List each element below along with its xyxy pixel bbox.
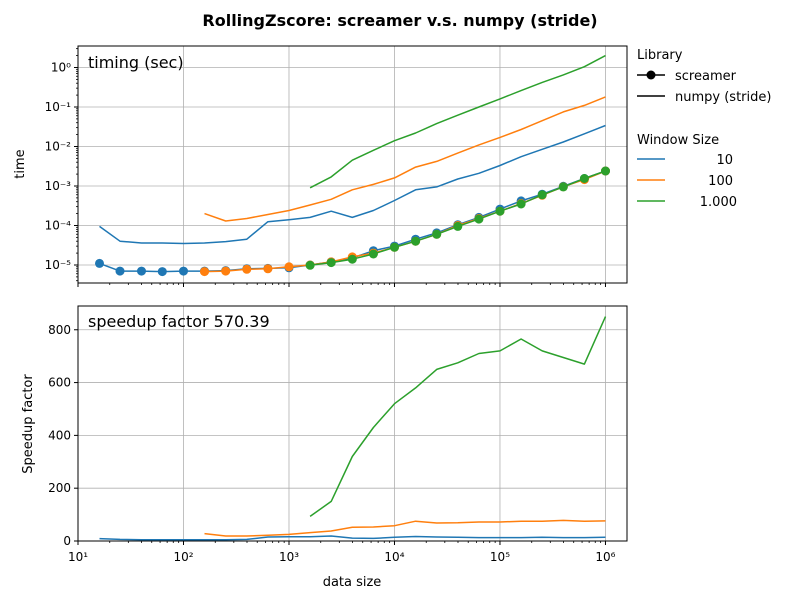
legend-window-title: Window Size <box>637 133 719 148</box>
data-point <box>157 267 167 277</box>
data-point <box>263 264 273 274</box>
figure-title: RollingZscore: screamer v.s. numpy (stri… <box>202 11 597 30</box>
timing-y-axis-label: time <box>13 149 28 178</box>
y-tick-label: 10⁻⁴ <box>45 218 72 232</box>
legend-window-10-label: 10 <box>716 153 733 168</box>
speedup-series <box>99 316 607 541</box>
x-tick-label: 10⁶ <box>595 550 615 564</box>
x-tick-label: 10⁵ <box>490 550 510 564</box>
speedup-ticks: 10¹ 10² 10³ 10⁴ 10⁵ 10⁶ 0 200 400 600 800 <box>48 323 616 564</box>
data-point <box>221 266 231 276</box>
timing-panel: 10⁻⁵ 10⁻⁴ 10⁻³ 10⁻² 10⁻¹ 10⁰ timing (sec) tim… <box>13 45 628 287</box>
legend-window-100-label: 100 <box>708 174 733 189</box>
y-tick-label: 400 <box>48 428 71 442</box>
y-tick-label: 0 <box>63 534 71 548</box>
series-line-numpy-stride--w100 <box>204 96 606 222</box>
y-tick-label: 10⁻¹ <box>45 100 72 114</box>
data-point <box>200 267 209 277</box>
timing-annotation: timing (sec) <box>88 53 184 72</box>
speedup-panel: 10¹ 10² 10³ 10⁴ 10⁵ 10⁶ 0 200 400 600 800 speedup … <box>21 305 628 590</box>
data-point <box>579 174 589 183</box>
data-point <box>115 266 125 276</box>
series-line-numpy-stride--w1000 <box>309 54 606 189</box>
data-point <box>474 214 484 224</box>
timing-series <box>95 54 610 277</box>
data-point <box>453 221 463 231</box>
data-point <box>347 254 357 264</box>
x-tick-label: 10² <box>173 550 193 564</box>
data-point <box>516 199 526 209</box>
data-point <box>537 190 547 200</box>
legend-library-title: Library <box>637 48 683 63</box>
speedup-x-axis-label: data size <box>323 575 382 590</box>
x-tick-label: 10³ <box>279 550 299 564</box>
x-tick-label: 10⁴ <box>384 550 404 564</box>
data-point <box>305 260 315 270</box>
x-tick-label: 10¹ <box>68 550 88 564</box>
speedup-grid <box>77 306 627 542</box>
y-tick-label: 10⁻⁵ <box>45 258 72 272</box>
timing-ticks: 10⁻⁵ 10⁻⁴ 10⁻³ 10⁻² 10⁻¹ 10⁰ <box>45 48 606 287</box>
y-tick-label: 10⁻³ <box>45 179 72 193</box>
data-point <box>95 258 104 268</box>
y-tick-label: 200 <box>48 481 71 495</box>
y-tick-label: 10⁻² <box>45 139 72 153</box>
data-point <box>242 264 252 274</box>
speedup-annotation: speedup factor 570.39 <box>88 312 270 331</box>
series-line-w10 <box>99 535 606 541</box>
speedup-axes-frame <box>77 305 628 542</box>
y-tick-label: 600 <box>48 376 71 390</box>
data-point <box>411 236 421 246</box>
data-point <box>432 229 442 239</box>
series-line-w1000 <box>309 316 607 518</box>
y-tick-label: 800 <box>48 323 71 337</box>
legend-window-1000-label: 1.000 <box>700 195 737 210</box>
series-line-w100 <box>204 519 606 537</box>
data-point <box>284 262 294 272</box>
speedup-y-axis-label: Speedup factor <box>21 374 36 474</box>
data-point <box>495 206 505 216</box>
legend-screamer-marker <box>646 70 656 80</box>
data-point <box>179 266 188 276</box>
data-point <box>368 249 378 259</box>
series-line-numpy-stride--w10 <box>99 124 606 245</box>
data-point <box>558 182 568 192</box>
data-point <box>137 266 146 276</box>
timing-grid <box>77 46 627 283</box>
legend-screamer-label: screamer <box>675 69 737 84</box>
y-tick-label: 10⁰ <box>51 60 71 74</box>
legend-numpy-label: numpy (stride) <box>675 90 771 105</box>
data-point <box>326 258 336 268</box>
data-point <box>390 242 399 252</box>
data-point <box>601 166 610 176</box>
legend: Library screamer numpy (stride) Window S… <box>637 48 771 210</box>
